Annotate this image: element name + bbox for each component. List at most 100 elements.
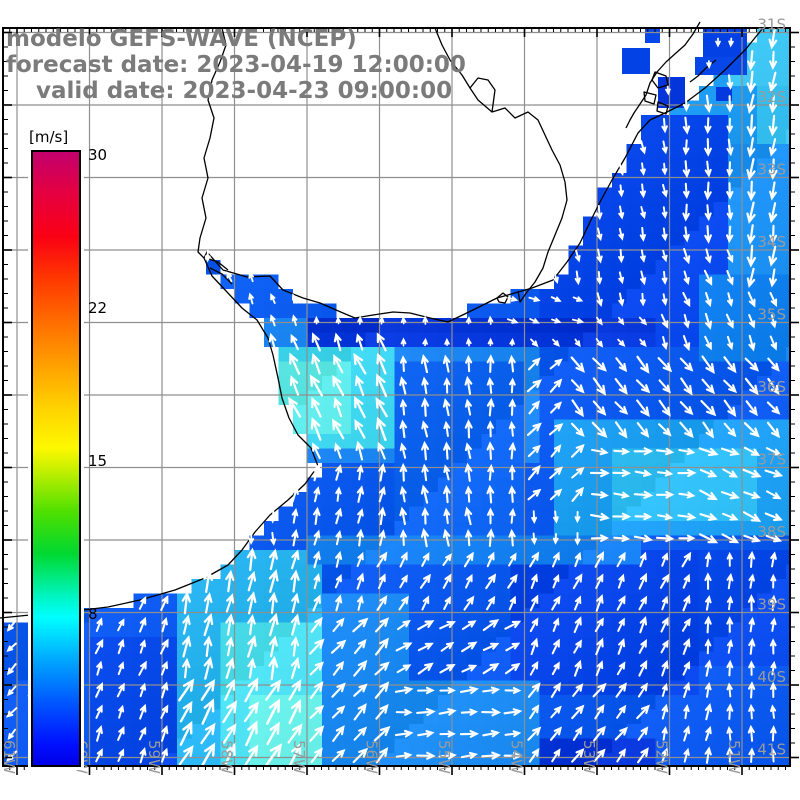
wind-arrow bbox=[526, 379, 542, 393]
wind-arrow bbox=[160, 704, 169, 719]
wind-arrow bbox=[442, 573, 452, 589]
longitude-label: 56W bbox=[363, 740, 381, 774]
wind-arrow bbox=[769, 268, 777, 288]
wind-arrow bbox=[7, 728, 17, 741]
wind-arrow bbox=[705, 248, 712, 264]
wind-arrow bbox=[765, 534, 783, 543]
wind-arrow bbox=[310, 417, 322, 441]
wind-arrow bbox=[333, 332, 342, 352]
wind-arrow bbox=[417, 662, 434, 675]
wind-arrow bbox=[399, 485, 407, 503]
wind-arrow bbox=[743, 422, 760, 438]
wind-arrow bbox=[266, 698, 281, 725]
wind-arrow bbox=[682, 660, 691, 676]
wind-arrow bbox=[573, 616, 582, 634]
wind-arrow bbox=[225, 657, 235, 679]
wind-arrow bbox=[270, 531, 277, 546]
wind-arrow bbox=[332, 617, 345, 633]
wind-arrow bbox=[699, 513, 718, 521]
wind-arrow bbox=[634, 512, 653, 521]
wind-arrow bbox=[527, 357, 541, 371]
wind-arrow bbox=[616, 661, 626, 676]
wind-arrow bbox=[746, 93, 756, 115]
wind-arrow bbox=[268, 612, 279, 637]
wind-arrow bbox=[352, 617, 369, 633]
wind-arrow bbox=[355, 440, 364, 461]
wind-arrow bbox=[681, 551, 692, 568]
wind-arrow bbox=[704, 335, 712, 351]
wind-arrow bbox=[571, 704, 585, 720]
wind-arrow bbox=[530, 573, 538, 590]
wind-arrow bbox=[507, 296, 519, 302]
wind-arrow bbox=[313, 573, 321, 590]
wind-arrow bbox=[680, 377, 693, 396]
latitude-label: 41S bbox=[757, 741, 786, 759]
wind-arrow bbox=[768, 114, 778, 137]
wind-arrow bbox=[742, 468, 762, 478]
wind-arrow bbox=[683, 747, 690, 763]
latitude-label: 39S bbox=[757, 596, 786, 614]
coastline-layer bbox=[0, 21, 764, 619]
wind-arrow bbox=[571, 748, 585, 763]
wind-arrow bbox=[465, 316, 472, 325]
wind-arrow bbox=[706, 60, 712, 70]
wind-arrow bbox=[768, 245, 778, 267]
wind-arrow bbox=[677, 512, 697, 521]
wind-arrow bbox=[486, 397, 495, 417]
wind-arrow bbox=[482, 642, 500, 652]
wind-arrow bbox=[704, 638, 712, 655]
wind-arrow bbox=[616, 595, 626, 611]
wind-arrow bbox=[508, 354, 516, 373]
wind-arrow bbox=[443, 507, 451, 525]
axis-labels-layer: 61W60W59W58W57W56W55W54W53W52W51W31S32S3… bbox=[0, 16, 786, 775]
wind-arrow bbox=[335, 594, 343, 612]
wind-arrow bbox=[399, 462, 408, 482]
wind-arrow bbox=[375, 704, 389, 720]
wind-arrow bbox=[487, 315, 494, 325]
wind-arrow bbox=[551, 748, 561, 763]
wind-arrow bbox=[313, 550, 321, 569]
wind-arrow bbox=[661, 249, 668, 263]
wind-arrow bbox=[461, 664, 478, 673]
wind-arrow bbox=[551, 661, 560, 676]
wind-arrow bbox=[570, 379, 585, 394]
wind-arrow bbox=[727, 292, 734, 307]
wind-arrow bbox=[656, 513, 674, 521]
wind-arrow bbox=[704, 725, 712, 742]
wind-arrow bbox=[769, 638, 777, 655]
wind-arrow bbox=[770, 314, 777, 329]
sea-cells-layer bbox=[3, 28, 790, 766]
wind-arrow bbox=[460, 751, 478, 759]
wind-arrow bbox=[764, 512, 783, 522]
wind-arrow bbox=[396, 664, 412, 674]
colorbar-gradient bbox=[31, 150, 81, 767]
wind-arrow bbox=[748, 660, 755, 676]
wind-arrow bbox=[505, 642, 521, 652]
wind-arrow bbox=[160, 747, 169, 763]
wind-arrow bbox=[660, 639, 669, 654]
wind-arrow bbox=[530, 338, 539, 348]
wind-arrow bbox=[726, 335, 734, 351]
wind-arrow bbox=[487, 463, 495, 481]
wind-arrow bbox=[639, 183, 647, 199]
wind-arrow bbox=[269, 314, 276, 327]
wind-arrow bbox=[334, 442, 342, 459]
wind-arrow bbox=[551, 317, 562, 324]
wind-arrow bbox=[420, 527, 429, 548]
wind-arrow bbox=[223, 742, 236, 768]
wind-arrow bbox=[375, 373, 388, 398]
wind-arrow bbox=[139, 746, 147, 764]
wind-arrow bbox=[747, 594, 756, 612]
wind-arrow bbox=[682, 139, 690, 156]
wind-arrow bbox=[159, 638, 169, 655]
wind-arrow bbox=[332, 374, 345, 396]
wind-arrow bbox=[485, 573, 497, 590]
wind-arrow bbox=[352, 747, 369, 764]
wind-arrow bbox=[531, 510, 538, 524]
wind-arrow bbox=[438, 708, 457, 716]
wind-arrow bbox=[118, 704, 125, 719]
wind-arrow bbox=[656, 469, 674, 477]
wind-arrow bbox=[443, 420, 451, 438]
wind-arrow bbox=[486, 484, 495, 504]
wind-arrow bbox=[333, 396, 343, 418]
